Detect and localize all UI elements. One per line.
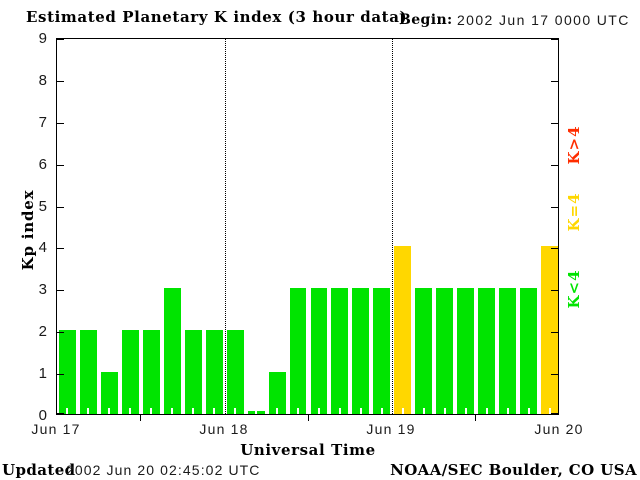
kp-bar: [478, 288, 496, 414]
y-axis-tick: [551, 165, 558, 166]
three-hour-tick-notch: [464, 408, 467, 414]
kp-bar: [289, 288, 307, 414]
y-axis-tick: [551, 332, 558, 333]
y-axis-tick: [551, 81, 558, 82]
y-axis-tick: [57, 290, 64, 291]
y-tick-label: 8: [38, 72, 48, 89]
y-axis-tick: [57, 374, 64, 375]
y-axis-tick: [57, 248, 64, 249]
three-hour-tick-notch: [338, 408, 341, 414]
y-axis-tick: [57, 81, 64, 82]
x-tick-label: Jun 18: [199, 421, 249, 437]
midday-axis-tick: [475, 415, 476, 421]
y-axis-tick: [551, 374, 558, 375]
credit-text: NOAA/SEC Boulder, CO USA: [390, 461, 637, 479]
kp-bar: [436, 288, 454, 414]
three-hour-tick-notch: [317, 408, 320, 414]
three-hour-tick-notch: [380, 408, 383, 414]
y-tick-label: 5: [38, 198, 48, 215]
y-axis-tick: [551, 290, 558, 291]
kp-bar: [394, 246, 412, 414]
kp-bar: [415, 288, 433, 414]
kp-bar: [457, 288, 475, 414]
three-hour-tick-notch: [87, 408, 90, 414]
y-axis-tick: [57, 123, 64, 124]
updated-value: 2002 Jun 20 02:45:02 UTC: [66, 462, 261, 478]
legend-item-k4: K<4: [565, 269, 583, 309]
y-tick-label: 0: [38, 407, 48, 424]
y-axis-tick: [551, 39, 558, 40]
three-hour-tick-notch: [548, 408, 551, 414]
kp-bar: [142, 330, 160, 414]
begin-value: 2002 Jun 17 0000 UTC: [457, 12, 630, 28]
y-tick-label: 2: [38, 323, 48, 340]
day-divider-dotted-line: [392, 39, 393, 414]
three-hour-tick-notch: [255, 411, 258, 414]
three-hour-tick-notch: [129, 408, 132, 414]
kp-bar: [226, 330, 244, 414]
plot-area: [56, 38, 559, 415]
y-axis-tick: [57, 207, 64, 208]
kp-bar: [310, 288, 328, 414]
kp-bar: [499, 288, 517, 414]
legend-item-k4: K=4: [565, 192, 583, 232]
three-hour-tick-notch: [506, 408, 509, 414]
day-divider-dotted-line: [225, 39, 226, 414]
three-hour-tick-notch: [66, 408, 69, 414]
x-axis-label: Universal Time: [240, 441, 376, 459]
three-hour-tick-notch: [297, 408, 299, 414]
three-hour-tick-notch: [234, 408, 237, 414]
legend-item-k4: K>4: [565, 125, 583, 165]
y-axis-tick: [57, 413, 64, 414]
begin-label: Begin:: [399, 12, 453, 28]
y-tick-label: 9: [38, 30, 48, 47]
y-tick-label: 6: [38, 156, 48, 173]
kp-bar: [541, 246, 558, 414]
kp-bar: [100, 372, 118, 414]
three-hour-tick-notch: [213, 408, 216, 414]
three-hour-tick-notch: [443, 408, 446, 414]
kp-bar: [59, 330, 76, 414]
kp-bar: [247, 411, 265, 414]
chart-title: Estimated Planetary K index (3 hour data…: [26, 8, 408, 26]
y-axis-tick: [57, 332, 64, 333]
y-tick-label: 7: [38, 114, 48, 131]
x-tick-label: Jun 17: [31, 421, 81, 437]
y-axis-tick: [551, 207, 558, 208]
three-hour-tick-notch: [485, 408, 488, 414]
three-hour-tick-notch: [401, 408, 404, 414]
y-axis-tick: [57, 39, 64, 40]
kp-bar: [79, 330, 97, 414]
three-hour-tick-notch: [108, 408, 111, 414]
x-tick-label: Jun 19: [366, 421, 416, 437]
kp-bar: [205, 330, 223, 414]
three-hour-tick-notch: [192, 408, 195, 414]
y-tick-label: 4: [38, 239, 48, 256]
y-axis-tick: [551, 123, 558, 124]
kp-bar: [163, 288, 181, 414]
kp-bar: [520, 288, 538, 414]
midday-axis-tick: [308, 415, 309, 421]
kp-bar: [331, 288, 349, 414]
y-tick-label: 1: [38, 365, 48, 382]
three-hour-tick-notch: [150, 408, 153, 414]
kp-bar: [373, 288, 391, 414]
updated-label: Updated: [2, 461, 76, 479]
kp-bar: [352, 288, 370, 414]
three-hour-tick-notch: [171, 408, 174, 414]
y-axis-tick: [551, 248, 558, 249]
kp-bar: [121, 330, 139, 414]
three-hour-tick-notch: [276, 408, 279, 414]
midday-axis-tick: [140, 415, 141, 421]
kp-bar: [184, 330, 202, 414]
x-tick-label: Jun 20: [534, 421, 584, 437]
y-axis-tick: [57, 165, 64, 166]
three-hour-tick-notch: [422, 408, 425, 414]
kp-bar: [268, 372, 286, 414]
y-tick-label: 3: [38, 281, 48, 298]
y-axis-tick: [551, 413, 558, 414]
three-hour-tick-notch: [359, 408, 362, 414]
three-hour-tick-notch: [527, 408, 530, 414]
